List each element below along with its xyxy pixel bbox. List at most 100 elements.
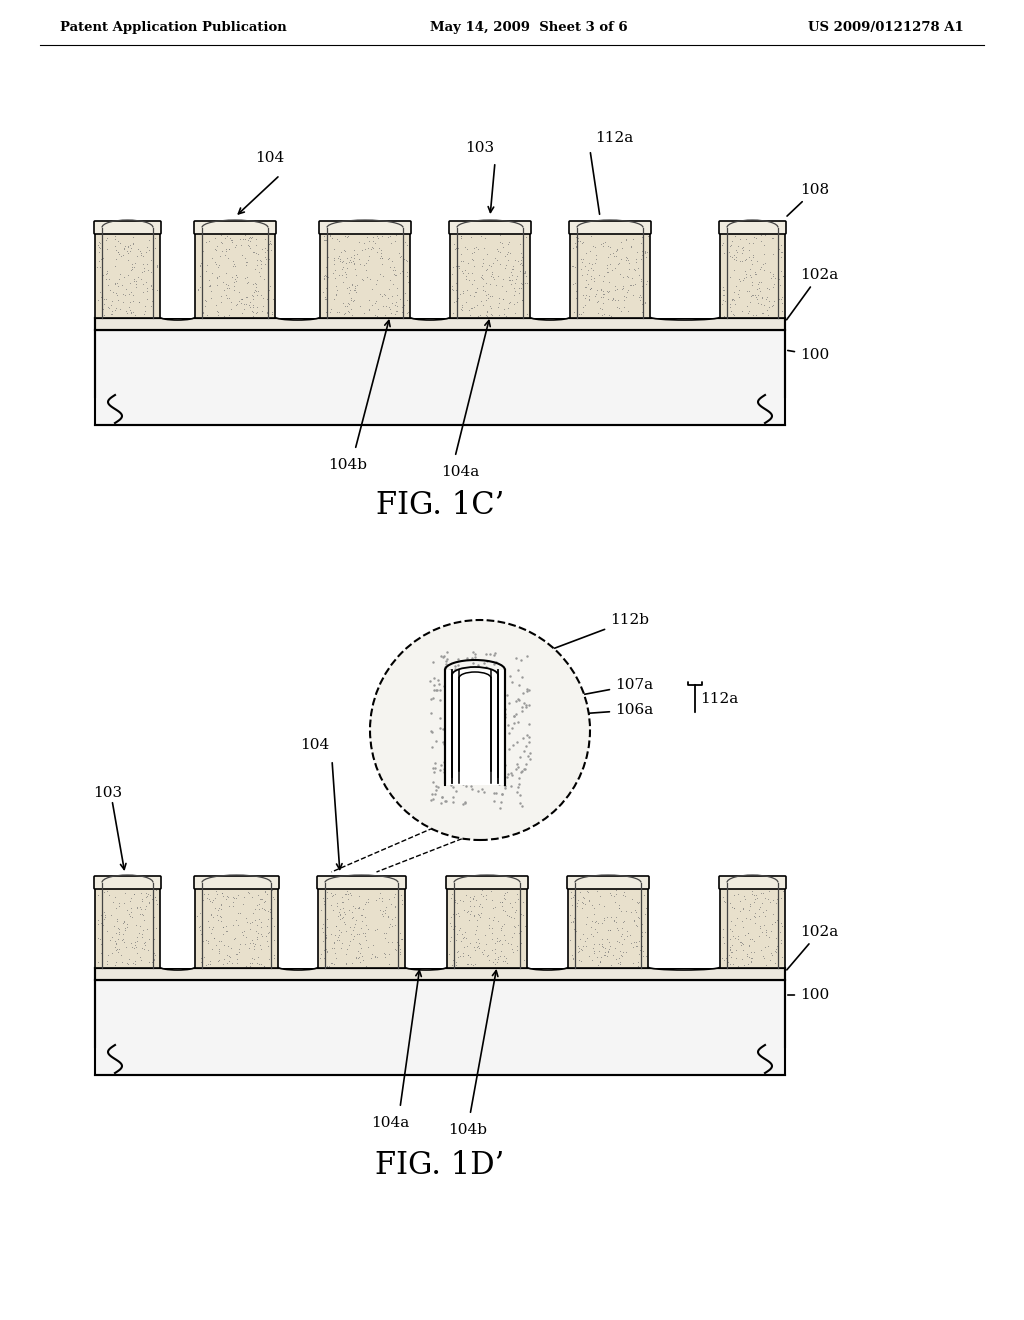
Point	[111, 923, 127, 944]
Point	[638, 246, 654, 267]
Point	[460, 944, 476, 965]
Point	[337, 904, 353, 925]
Point	[319, 296, 336, 317]
Point	[225, 253, 242, 275]
Point	[115, 244, 131, 265]
Point	[142, 261, 159, 282]
Point	[591, 933, 607, 954]
Point	[225, 256, 242, 277]
Point	[765, 227, 781, 248]
Point	[212, 906, 228, 927]
Point	[726, 884, 742, 906]
Point	[449, 272, 465, 293]
Point	[463, 249, 479, 271]
Point	[464, 297, 480, 318]
Point	[315, 931, 332, 952]
Point	[318, 301, 335, 322]
Bar	[195, 234, 275, 318]
Point	[218, 263, 234, 284]
Point	[581, 285, 597, 306]
Point	[265, 886, 282, 907]
Point	[249, 284, 265, 305]
Point	[742, 249, 759, 271]
Bar	[160, 965, 195, 968]
Point	[739, 923, 756, 944]
Point	[115, 928, 131, 949]
Point	[245, 887, 261, 908]
Point	[460, 944, 476, 965]
Point	[599, 907, 615, 928]
Point	[732, 931, 749, 952]
Point	[248, 281, 264, 302]
Point	[601, 919, 617, 940]
Point	[756, 948, 772, 969]
Point	[750, 293, 766, 314]
Point	[741, 908, 758, 929]
Point	[119, 952, 135, 973]
Text: US 2009/0121278 A1: US 2009/0121278 A1	[808, 21, 964, 33]
Point	[510, 249, 526, 271]
FancyBboxPatch shape	[94, 876, 161, 888]
Point	[198, 290, 214, 312]
Point	[754, 288, 770, 309]
Point	[629, 936, 645, 957]
Point	[514, 904, 530, 925]
Point	[374, 285, 390, 306]
Point	[727, 249, 743, 271]
Point	[748, 902, 764, 923]
Point	[337, 261, 353, 282]
Point	[98, 264, 115, 285]
Point	[110, 908, 126, 929]
Point	[754, 921, 770, 942]
Point	[211, 949, 227, 970]
Point	[211, 942, 227, 964]
Point	[262, 902, 279, 923]
Point	[471, 305, 487, 326]
Point	[623, 235, 639, 256]
Point	[595, 232, 611, 253]
Point	[204, 939, 220, 960]
Point	[315, 946, 332, 968]
Point	[116, 239, 132, 260]
Point	[482, 304, 499, 325]
Point	[261, 248, 278, 269]
Point	[253, 888, 269, 909]
Point	[377, 304, 393, 325]
Bar	[650, 315, 720, 318]
Point	[102, 929, 119, 950]
Point	[209, 300, 225, 321]
Point	[503, 907, 519, 928]
Circle shape	[370, 620, 590, 840]
Point	[388, 284, 404, 305]
Point	[90, 234, 106, 255]
Point	[116, 911, 132, 932]
Point	[316, 230, 333, 251]
Point	[626, 932, 642, 953]
Point	[630, 916, 646, 937]
Point	[352, 942, 369, 964]
Point	[474, 944, 490, 965]
Point	[447, 929, 464, 950]
Point	[332, 899, 348, 920]
Point	[261, 280, 278, 301]
Point	[381, 279, 397, 300]
Point	[586, 898, 602, 919]
Point	[635, 277, 651, 298]
Point	[361, 268, 378, 289]
Point	[365, 944, 381, 965]
Point	[247, 899, 263, 920]
Point	[130, 239, 146, 260]
Point	[227, 269, 244, 290]
Point	[483, 880, 500, 902]
Point	[342, 916, 358, 937]
Point	[482, 296, 499, 317]
Point	[349, 275, 366, 296]
Point	[247, 280, 263, 301]
Point	[252, 939, 268, 960]
Point	[204, 248, 220, 269]
Point	[133, 937, 150, 958]
Point	[125, 290, 141, 312]
Point	[211, 898, 227, 919]
Point	[219, 944, 236, 965]
Point	[385, 273, 401, 294]
